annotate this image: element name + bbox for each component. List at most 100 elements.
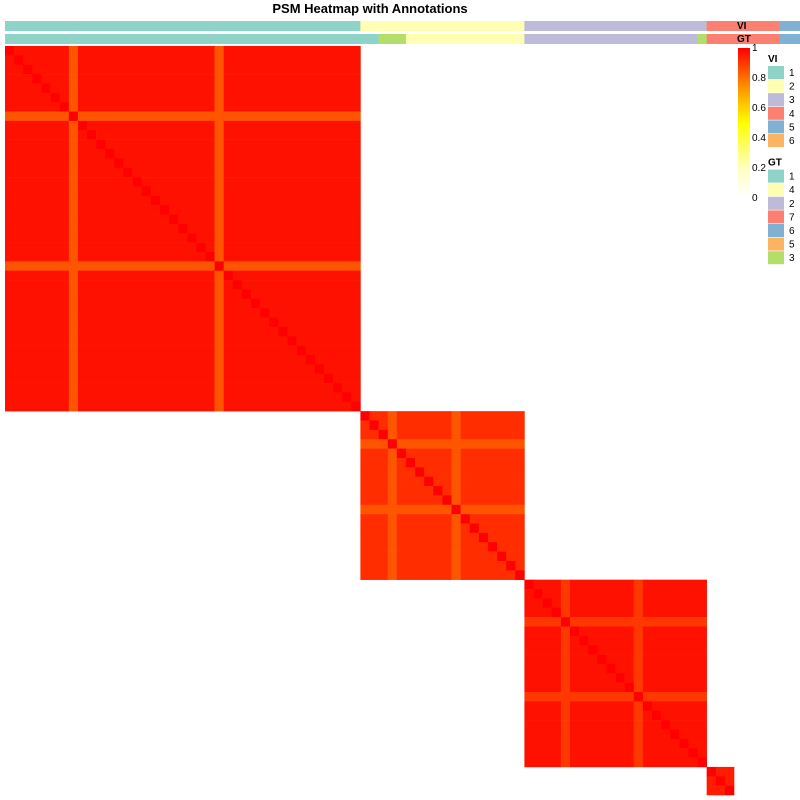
heatmap-cell	[433, 476, 452, 487]
heatmap-cell	[123, 167, 133, 178]
heatmap-cell	[642, 738, 680, 749]
heatmap-cell	[569, 757, 635, 768]
legend-swatch	[768, 169, 784, 183]
heatmap-cell	[469, 514, 525, 524]
heatmap-cell	[123, 158, 215, 169]
heatmap-cell	[715, 776, 726, 786]
heatmap-cell	[560, 607, 571, 618]
heatmap-cell	[451, 514, 461, 524]
heatmap-cell	[642, 645, 707, 655]
heatmap-cell	[633, 645, 644, 655]
annotation-legends: VI 1 2 3 4 5 6 GT 1 4 2 7 6 5 3	[768, 54, 795, 265]
heatmap-cell	[642, 589, 707, 599]
heatmap-cell	[642, 663, 707, 674]
heatmap-cell	[96, 130, 215, 140]
heatmap-cell	[5, 280, 70, 290]
heatmap-cell	[5, 83, 42, 94]
colorbar-tick-label: 1	[752, 43, 758, 54]
heatmap-cell	[214, 261, 224, 271]
heatmap-cell	[5, 270, 70, 281]
heatmap-cell	[5, 373, 70, 384]
heatmap-cell	[579, 635, 589, 646]
heatmap-cell	[214, 83, 224, 94]
annotation-vi-segment	[5, 21, 361, 31]
legend-label: 4	[789, 185, 795, 196]
heatmap-cell	[460, 457, 525, 468]
annotation-gt-segment	[524, 34, 698, 44]
heatmap-cell	[551, 598, 562, 609]
heatmap-cell	[77, 280, 215, 290]
legend-swatch	[768, 224, 784, 237]
heatmap-cell	[59, 102, 70, 112]
heatmap-cell	[77, 64, 215, 75]
heatmap-cell	[287, 326, 361, 337]
heatmap-cell	[214, 74, 224, 84]
heatmap-cell	[77, 186, 142, 197]
heatmap-cell	[214, 130, 224, 140]
legend-swatch	[768, 196, 784, 210]
heatmap-cell	[360, 439, 389, 449]
heatmap-cell	[77, 401, 215, 412]
heatmap-cell	[68, 383, 79, 393]
heatmap-cell	[223, 383, 334, 393]
heatmap-cell	[77, 383, 215, 393]
heatmap-cell	[642, 626, 707, 637]
heatmap-cell	[524, 738, 562, 749]
legend-swatch	[768, 93, 784, 107]
legend-swatch	[768, 120, 784, 134]
heatmap-cell	[588, 635, 635, 646]
heatmap-cell	[688, 738, 707, 749]
heatmap-cell	[223, 55, 361, 66]
colorbar-tick-label: 0.2	[752, 163, 766, 174]
heatmap-cell	[387, 411, 398, 421]
heatmap-cell	[569, 635, 580, 646]
heatmap-cell	[451, 448, 461, 459]
heatmap-cell	[214, 336, 224, 346]
heatmap-cell	[5, 111, 70, 122]
heatmap-cell	[232, 270, 361, 281]
heatmap-cell	[560, 645, 571, 655]
heatmap-cell	[560, 682, 571, 693]
heatmap-cell	[14, 55, 24, 66]
heatmap-cell	[77, 373, 215, 384]
heatmap-cell	[679, 738, 689, 749]
heatmap-cell	[360, 523, 389, 534]
legend-swatch	[768, 106, 784, 120]
heatmap-cell	[59, 92, 70, 103]
heatmap-cell	[633, 738, 644, 749]
heatmap-cell	[5, 186, 70, 197]
heatmap-cell	[68, 214, 79, 225]
heatmap-cell	[524, 645, 562, 655]
heatmap-cell	[214, 139, 224, 150]
heatmap-cell	[223, 205, 361, 215]
heatmap-cell	[460, 448, 525, 459]
heatmap-cell	[724, 785, 735, 796]
heatmap-cell	[77, 354, 215, 365]
heatmap-cell	[360, 420, 370, 431]
heatmap-cell	[68, 92, 79, 103]
heatmap-cell	[114, 148, 215, 159]
heatmap-cell	[569, 682, 625, 693]
heatmap-cell	[396, 429, 452, 440]
heatmap-cell	[487, 542, 498, 552]
heatmap-cell	[360, 448, 389, 459]
heatmap-cell	[451, 411, 461, 421]
heatmap-cell	[5, 214, 70, 225]
heatmap-cell	[396, 532, 452, 543]
heatmap-cell	[560, 663, 571, 674]
annotation-gt-segment	[5, 34, 379, 44]
heatmap-cell	[451, 457, 461, 468]
heatmap-cell	[642, 710, 653, 721]
heatmap-cell	[159, 195, 215, 206]
heatmap-cell	[697, 748, 707, 758]
heatmap-cell	[569, 663, 607, 674]
heatmap-cell	[77, 308, 215, 318]
heatmap-cell	[360, 457, 389, 468]
heatmap-cell	[214, 251, 224, 262]
heatmap-cell	[214, 214, 224, 225]
heatmap-cell	[68, 336, 79, 346]
heatmap-cell	[5, 354, 70, 365]
heatmap-cell	[214, 167, 224, 178]
heatmap-cell	[223, 251, 361, 262]
